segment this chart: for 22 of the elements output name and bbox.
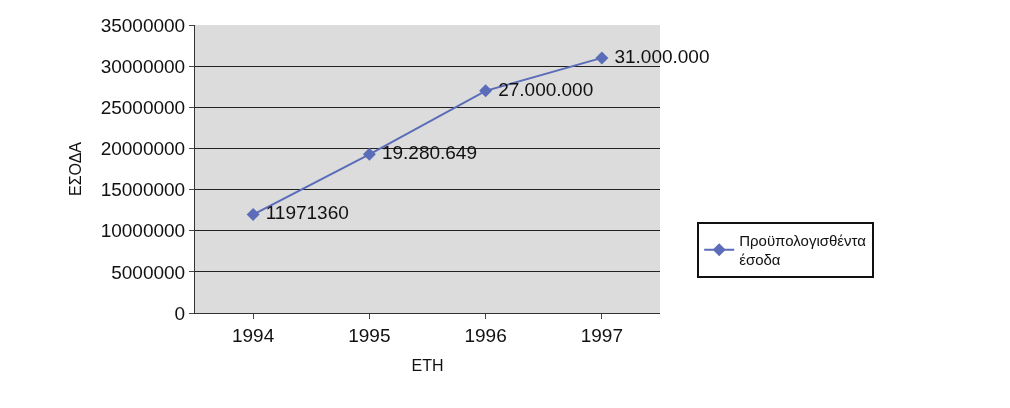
y-tick-label: 5000000 <box>111 261 186 283</box>
y-tick-label: 10000000 <box>100 220 186 242</box>
x-axis-title: ΕΤΗ <box>411 357 444 375</box>
y-tick-label: 20000000 <box>100 138 186 160</box>
x-tick-label: 1997 <box>580 324 624 346</box>
y-tick-label: 25000000 <box>100 96 186 118</box>
data-label: 11971360 <box>260 202 349 224</box>
point <box>362 147 376 161</box>
point <box>246 207 260 221</box>
y-axis-title: ΕΣΟΔΑ <box>66 141 84 197</box>
data-label: 27.000.000 <box>492 78 594 100</box>
point <box>479 84 493 98</box>
y-tick-label: 35000000 <box>100 14 186 36</box>
y-tick-label: 30000000 <box>100 55 186 77</box>
legend-label: Προϋπολογισθέντα έσοδα <box>739 231 867 269</box>
y-tick-label: 0 <box>174 302 186 324</box>
x-tick-label: 1996 <box>464 324 507 346</box>
y-tick-label: 15000000 <box>100 179 186 201</box>
data-label: 31.000.000 <box>609 45 710 67</box>
x-tick-label: 1995 <box>348 324 391 346</box>
x-tick-label: 1994 <box>231 324 275 346</box>
point <box>595 51 609 65</box>
